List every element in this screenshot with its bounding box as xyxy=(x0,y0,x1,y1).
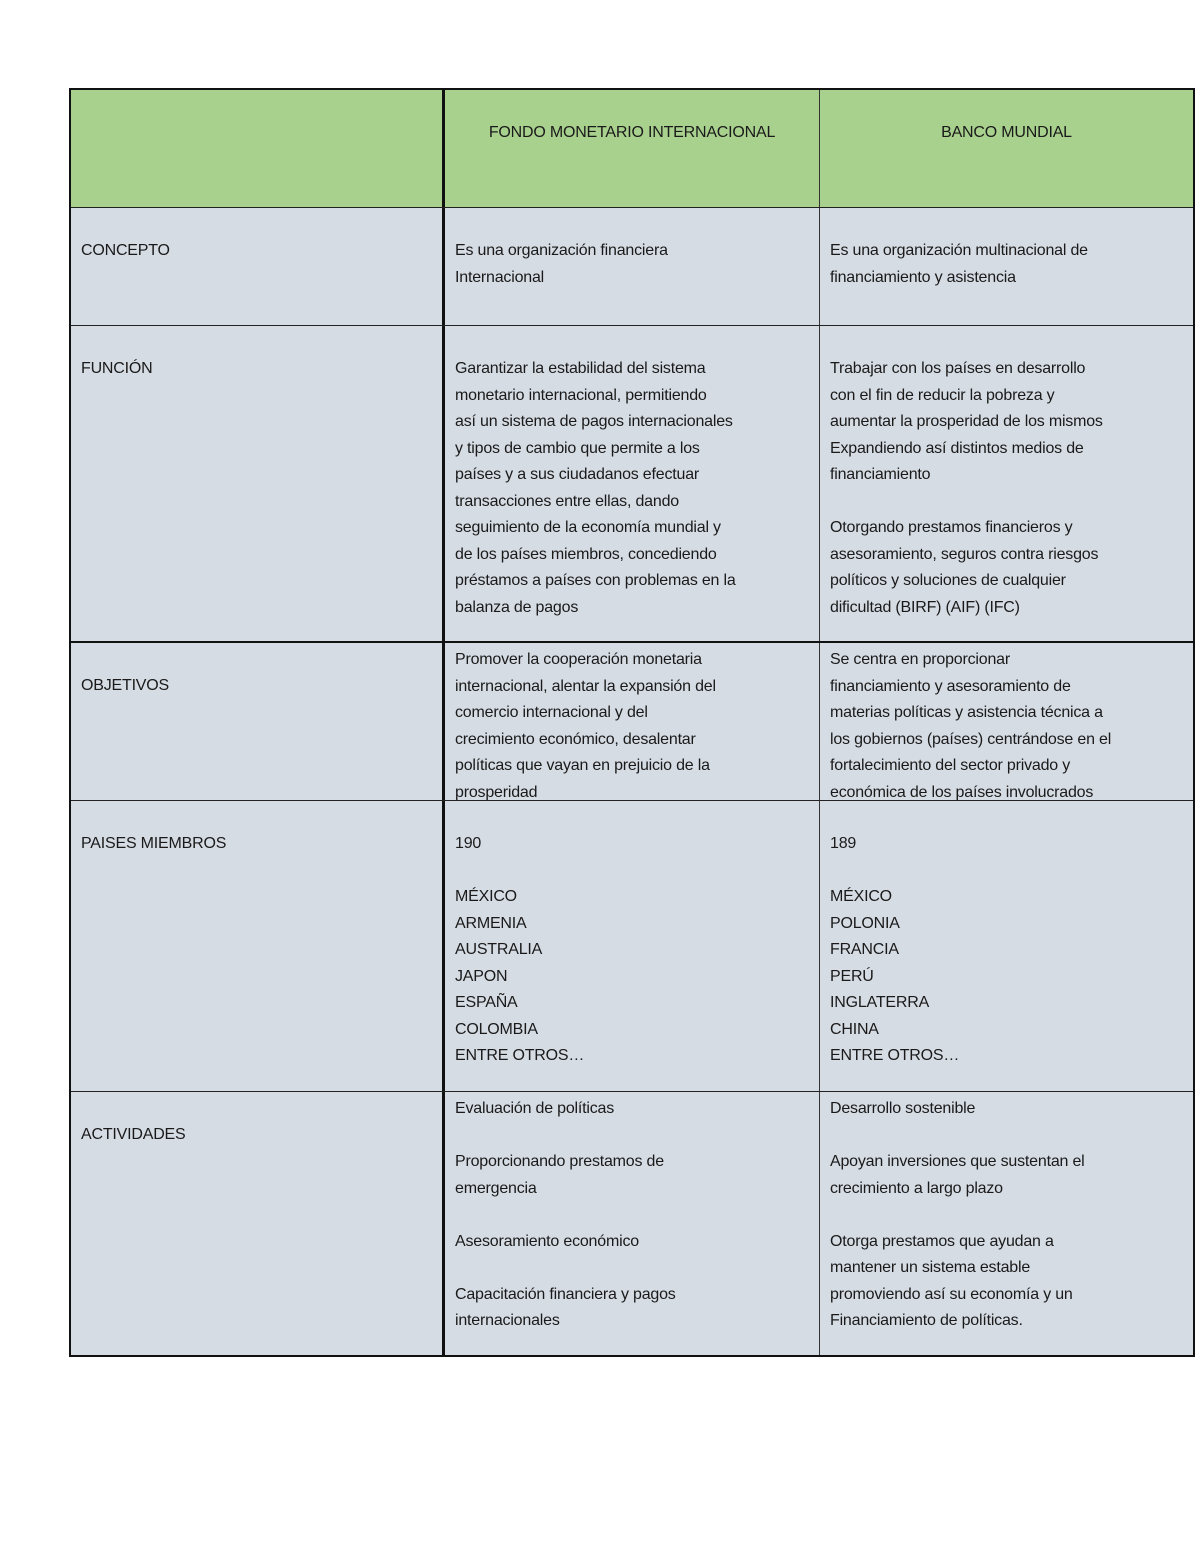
bm-cell: Se centra en proporcionar financiamiento… xyxy=(820,643,1193,800)
row-objetivos: OBJETIVOS Promover la cooperación moneta… xyxy=(71,641,1193,800)
fmi-cell: Es una organización financiera Internaci… xyxy=(445,208,820,325)
row-paises-miembros: PAISES MIEMBROS 190 MÉXICO ARMENIA AUSTR… xyxy=(71,800,1193,1091)
row-actividades: ACTIVIDADES Evaluación de políticas Prop… xyxy=(71,1091,1193,1355)
row-concepto: CONCEPTO Es una organización financiera … xyxy=(71,207,1193,325)
row-label: FUNCIÓN xyxy=(71,326,445,641)
fmi-cell: Garantizar la estabilidad del sistema mo… xyxy=(445,326,820,641)
row-funcion: FUNCIÓN Garantizar la estabilidad del si… xyxy=(71,325,1193,641)
fmi-cell: Promover la cooperación monetaria intern… xyxy=(445,643,820,800)
header-empty-cell xyxy=(71,90,445,207)
comparison-table: FONDO MONETARIO INTERNACIONAL BANCO MUND… xyxy=(69,88,1195,1357)
row-label: OBJETIVOS xyxy=(71,643,445,800)
row-label: CONCEPTO xyxy=(71,208,445,325)
fmi-cell: Evaluación de políticas Proporcionando p… xyxy=(445,1092,820,1355)
bm-cell: 189 MÉXICO POLONIA FRANCIA PERÚ INGLATER… xyxy=(820,801,1193,1091)
bm-cell: Es una organización multinacional de fin… xyxy=(820,208,1193,325)
bm-cell: Trabajar con los países en desarrollo co… xyxy=(820,326,1193,641)
row-label: ACTIVIDADES xyxy=(71,1092,445,1355)
fmi-cell: 190 MÉXICO ARMENIA AUSTRALIA JAPON ESPAÑ… xyxy=(445,801,820,1091)
header-bm: BANCO MUNDIAL xyxy=(820,90,1193,207)
bm-cell: Desarrollo sostenible Apoyan inversiones… xyxy=(820,1092,1193,1355)
row-label: PAISES MIEMBROS xyxy=(71,801,445,1091)
header-fmi: FONDO MONETARIO INTERNACIONAL xyxy=(445,90,820,207)
header-row: FONDO MONETARIO INTERNACIONAL BANCO MUND… xyxy=(71,90,1193,207)
